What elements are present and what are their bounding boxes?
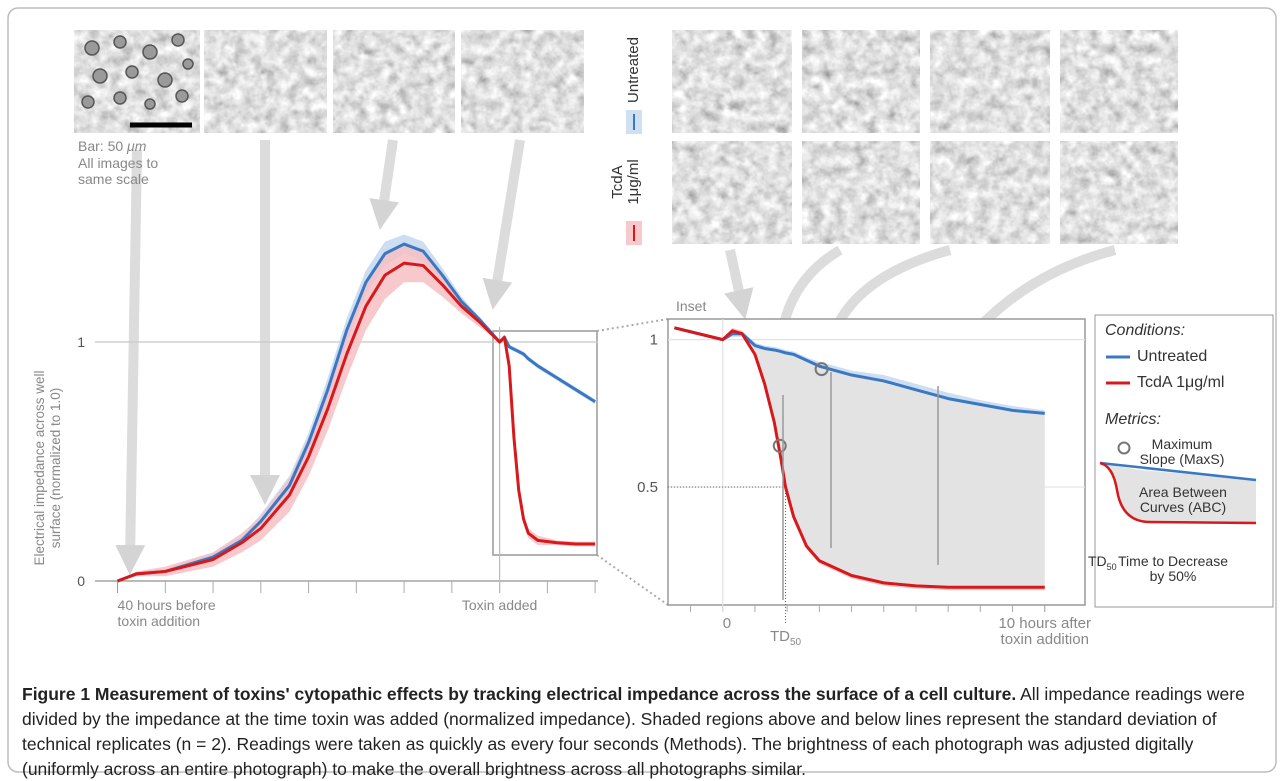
row-label: TcdA 1μg/ml — [609, 159, 642, 205]
legend-title: Conditions: — [1105, 322, 1186, 339]
legend-title: Metrics: — [1105, 411, 1161, 428]
td50-main: TD — [769, 628, 790, 645]
legend-metric: Area Between Curves (ABC) — [1139, 484, 1227, 515]
scale-note: All images to same scale — [78, 155, 159, 187]
y-tick-label: 0 — [77, 573, 85, 589]
series-line — [117, 242, 596, 583]
photo — [672, 30, 792, 133]
photo — [461, 30, 584, 133]
photo — [672, 141, 792, 244]
photo — [1060, 30, 1178, 133]
y-tick-label: 1 — [77, 334, 85, 350]
photo — [204, 30, 327, 133]
photo — [802, 30, 920, 133]
caption-title: Figure 1 Measurement of toxins' cytopath… — [22, 684, 1017, 704]
legend-abc-area — [1100, 463, 1256, 523]
photo — [930, 141, 1050, 244]
inset-region — [492, 330, 598, 556]
series-line — [117, 261, 596, 583]
legend-metric: TD50 — [1088, 554, 1117, 575]
cells — [81, 33, 194, 110]
scale-bar-unit: μm — [127, 138, 147, 154]
photo — [930, 30, 1050, 133]
x-tick-label: Toxin added — [461, 597, 538, 613]
x-tick-label: 40 hours before toxin addition — [117, 597, 216, 629]
y-tick-label: 0.5 — [637, 479, 658, 496]
legend-box — [1094, 314, 1274, 608]
maxs-marker — [772, 438, 787, 453]
maxs-marker — [814, 362, 829, 377]
series-line — [674, 326, 1045, 589]
td50-sub: 50 — [789, 637, 802, 648]
plots: 010.51 — [77, 234, 1086, 623]
inset-connector — [596, 318, 669, 332]
legend-metric-line — [1099, 461, 1257, 525]
td50-sub: 50 — [1106, 562, 1117, 572]
legend-label: TcdA 1μg/ml — [1137, 374, 1225, 391]
inset-connector — [596, 554, 669, 606]
std-band — [117, 234, 596, 581]
photo — [802, 141, 920, 244]
scale-bar-text: Bar: 50 — [78, 138, 124, 154]
inset-label: Inset — [676, 298, 707, 314]
photo — [1060, 141, 1178, 244]
td50-label: TD50 — [756, 629, 816, 651]
legend-maxs-marker — [1117, 441, 1131, 455]
y-axis-title: Electrical impedance across well surface… — [32, 370, 63, 566]
x-tick-label: 10 hours after toxin addition — [998, 615, 1092, 648]
legend-metric-line — [1099, 461, 1257, 482]
legend-label: Untreated — [1137, 348, 1208, 365]
x-tick-label: 0 — [722, 615, 732, 632]
caption: Figure 1 Measurement of toxins' cytopath… — [22, 682, 1262, 781]
y-tick-label: 1 — [650, 332, 658, 349]
legend-metric: Maximum Slope (MaxS) — [1139, 436, 1225, 467]
caption-text: All impedance readings were divided by t… — [22, 684, 1245, 779]
figure-border — [7, 7, 1277, 773]
td50-main: TD — [1088, 553, 1107, 569]
photographs — [74, 30, 1178, 244]
std-band — [117, 244, 596, 581]
scale-bar-label: Bar: 50 μm — [78, 138, 146, 154]
legend-metric: Time to Decrease by 50% — [1118, 553, 1228, 584]
row-label: Untreated — [625, 37, 642, 103]
photo — [333, 30, 455, 133]
